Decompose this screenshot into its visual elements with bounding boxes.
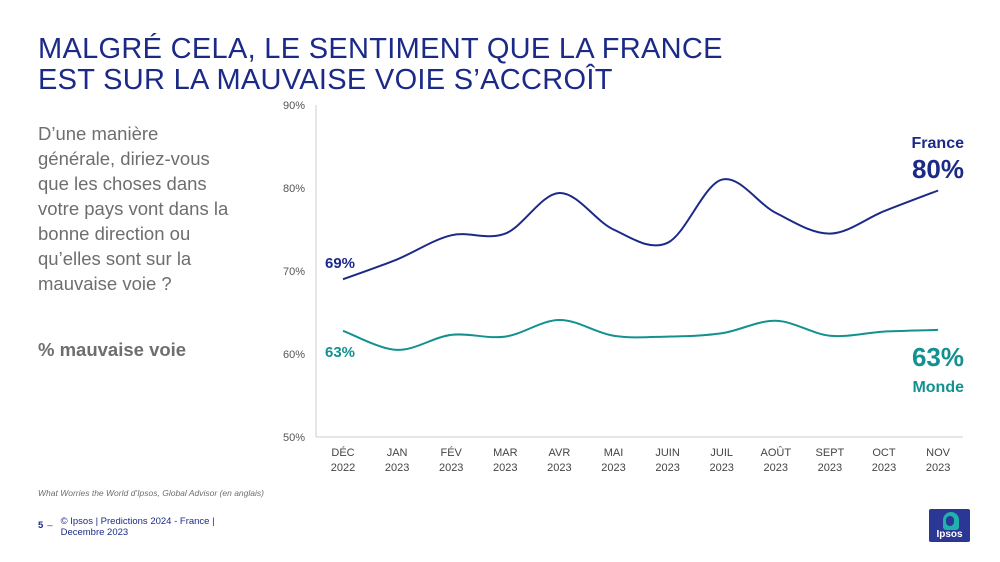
ipsos-logo: Ipsos	[929, 509, 970, 542]
series-line-france	[342, 178, 939, 281]
measure-label: % mauvaise voie	[38, 339, 187, 360]
x-tick-label: JUIL 2023	[709, 447, 733, 474]
title-line-1: MALGRÉ CELA, LE SENTIMENT QUE LA FRANCE	[38, 33, 723, 65]
y-tick-label: 90%	[283, 100, 305, 112]
x-tick-label: OCT 2023	[872, 447, 896, 474]
footer-text: © Ipsos | Predictions 2024 - France | De…	[61, 516, 215, 538]
x-tick-label: AOÛT 2023	[761, 446, 792, 474]
footer-line-2: Decembre 2023	[60, 527, 129, 538]
y-tick-label: 80%	[283, 183, 305, 195]
x-tick-label: FÉV 2023	[439, 446, 463, 474]
x-tick-label: JUIN 2023	[655, 447, 680, 474]
france-series-name: France	[912, 135, 965, 152]
monde-series-name: Monde	[912, 379, 964, 396]
y-tick-label: 70%	[283, 266, 305, 278]
footer-line-1: © Ipsos | Predictions 2024 - France |	[60, 516, 215, 527]
y-tick-label: 50%	[283, 432, 305, 444]
monde-start-label: 63%	[325, 344, 355, 361]
logo-figure-inner	[946, 516, 954, 526]
x-tick-label: NOV 2023	[926, 447, 951, 474]
france-end-label: 80%	[912, 154, 964, 184]
footer: 5 – © Ipsos | Predictions 2024 - France …	[38, 516, 215, 538]
title-line-2: EST SUR LA MAUVAISE VOIE S’ACCROÎT	[38, 64, 613, 96]
monde-end-label: 63%	[912, 342, 964, 372]
y-tick-label: 60%	[283, 349, 305, 361]
x-tick-label: JAN 2023	[385, 447, 409, 474]
footer-dash: –	[47, 520, 53, 531]
logo-text: Ipsos	[936, 529, 963, 540]
slide-title: MALGRÉ CELA, LE SENTIMENT QUE LA FRANCE …	[38, 34, 938, 96]
france-start-label: 69%	[325, 255, 355, 272]
page-number: 5	[38, 520, 44, 531]
x-tick-label: DÉC 2022	[331, 446, 355, 474]
x-tick-label: MAR 2023	[493, 447, 518, 474]
x-tick-label: AVR 2023	[547, 447, 571, 474]
x-tick-label: MAI 2023	[601, 447, 625, 474]
x-tick-label: SEPT 2023	[816, 447, 845, 474]
survey-question: D’une manière générale, diriez-vous que …	[38, 123, 229, 294]
series-line-monde	[342, 318, 939, 351]
source-note: What Worries the World d’Ipsos, Global A…	[38, 488, 264, 498]
